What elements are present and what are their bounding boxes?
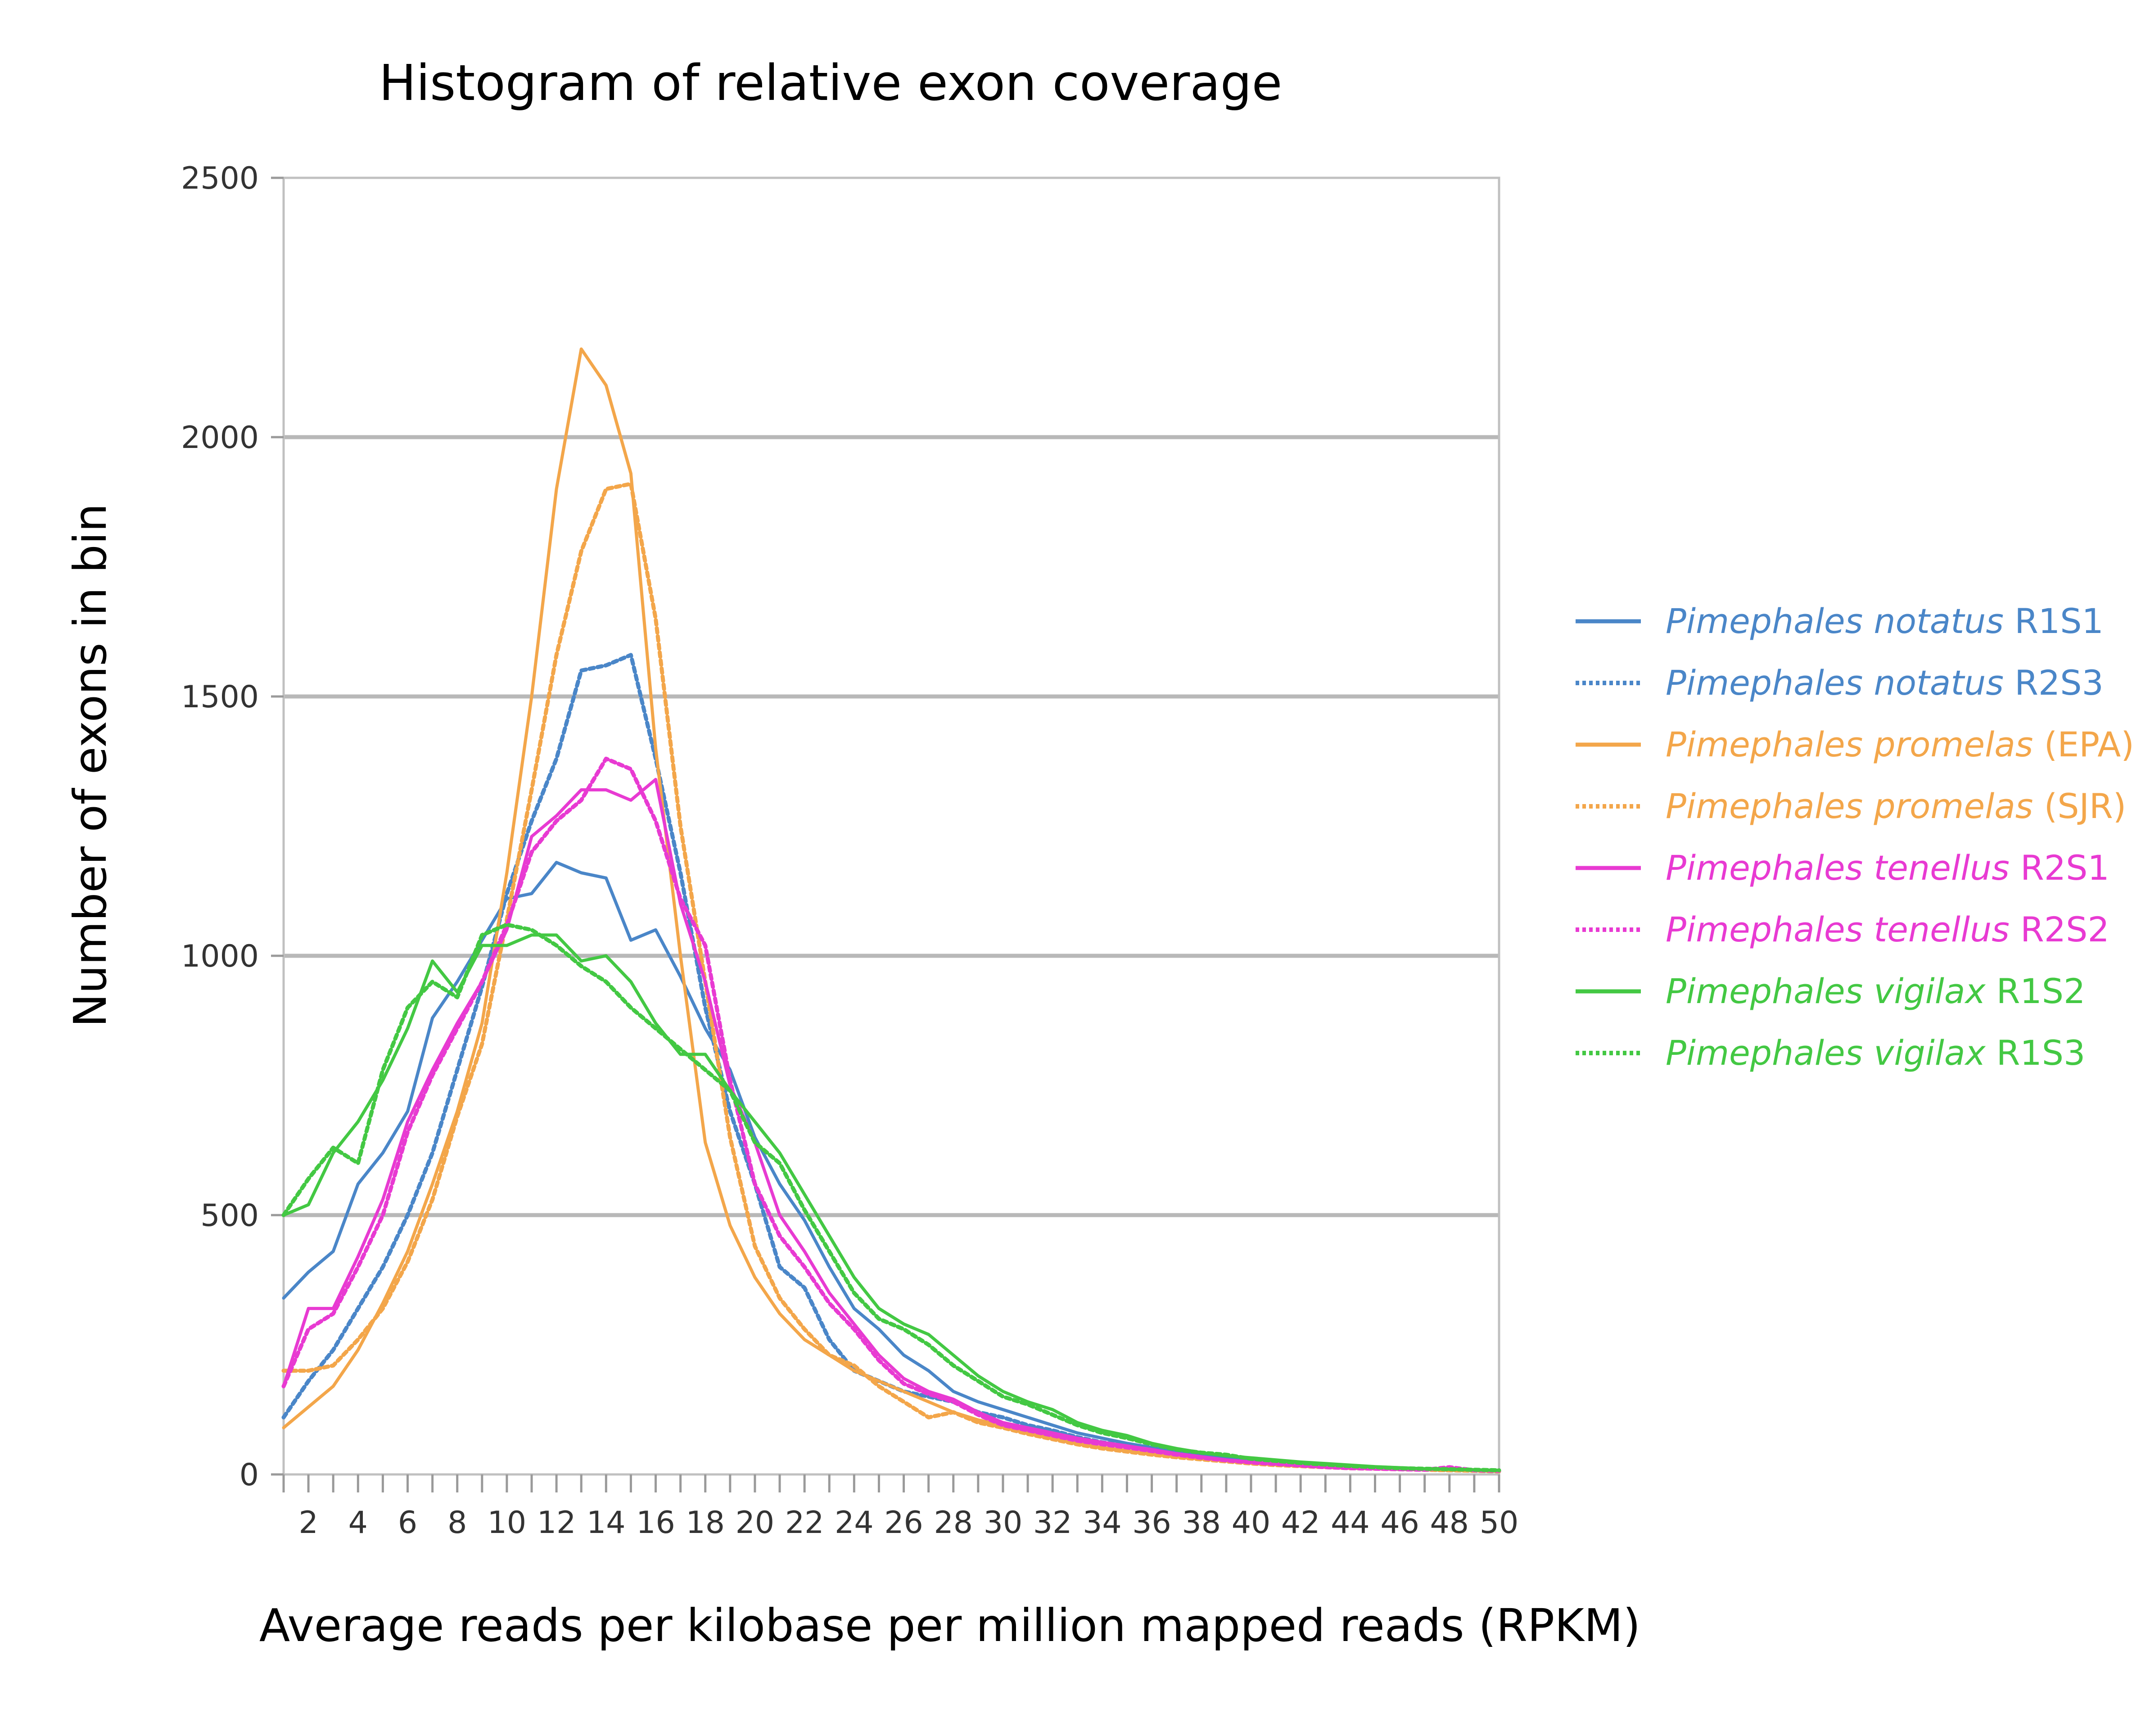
series-line-0 bbox=[282, 861, 1501, 1473]
x-tick-label: 44 bbox=[1331, 1505, 1370, 1541]
legend-item: Pimephales tenellus R2S1 bbox=[1666, 848, 2109, 888]
y-tick-label: 2500 bbox=[181, 161, 259, 196]
legend-item: Pimephales promelas (SJR) bbox=[1666, 786, 2126, 826]
series-line-5 bbox=[281, 756, 1501, 1473]
x-tick-labels: 2 4 6 8 10 12 14 16 18 20 22 24 26 28 30 32 34 36 38 40 42 44… bbox=[298, 1505, 1518, 1541]
legend: Pimephales notatus R1S1 Pimephales notatu… bbox=[1576, 601, 2132, 1073]
x-axis-label: Average reads per kilobase per million m… bbox=[259, 1599, 1640, 1652]
x-tick-label: 46 bbox=[1380, 1505, 1419, 1541]
x-tick-label: 48 bbox=[1430, 1505, 1469, 1541]
y-tick-label: 0 bbox=[239, 1457, 259, 1493]
x-tick-label: 10 bbox=[488, 1505, 527, 1541]
x-tick-label: 18 bbox=[686, 1505, 725, 1541]
legend-item: Pimephales notatus R2S3 bbox=[1666, 663, 2104, 703]
legend-item: Pimephales vigilax R1S3 bbox=[1666, 1033, 2085, 1073]
x-tick-label: 32 bbox=[1033, 1505, 1072, 1541]
x-tick-label: 12 bbox=[537, 1505, 576, 1541]
x-tick-label: 50 bbox=[1480, 1505, 1519, 1541]
x-tick-label: 40 bbox=[1232, 1505, 1271, 1541]
x-tick-label: 14 bbox=[587, 1505, 626, 1541]
y-tick-labels: 0 500 1000 1500 2000 2500 bbox=[181, 161, 259, 1493]
y-axis-label: Number of exons in bin bbox=[64, 503, 117, 1027]
axis-ticks bbox=[271, 176, 1500, 1492]
x-tick-label: 34 bbox=[1083, 1505, 1122, 1541]
series-line-4 bbox=[282, 778, 1501, 1473]
x-tick-label: 6 bbox=[398, 1505, 417, 1541]
x-tick-label: 24 bbox=[835, 1505, 874, 1541]
x-tick-label: 2 bbox=[298, 1505, 318, 1541]
y-tick-label: 1000 bbox=[181, 939, 259, 974]
y-tick-label: 2000 bbox=[181, 420, 259, 456]
legend-item: Pimephales vigilax R1S2 bbox=[1666, 971, 2085, 1011]
x-tick-label: 26 bbox=[884, 1505, 923, 1541]
y-tick-label: 500 bbox=[200, 1198, 259, 1234]
x-tick-label: 20 bbox=[736, 1505, 775, 1541]
y-tick-label: 1500 bbox=[181, 679, 259, 715]
x-tick-label: 4 bbox=[348, 1505, 368, 1541]
series-line-7 bbox=[281, 922, 1501, 1473]
series-line-1 bbox=[281, 653, 1501, 1474]
plot-frame bbox=[282, 176, 1500, 1476]
x-tick-label: 36 bbox=[1132, 1505, 1171, 1541]
legend-item: Pimephales promelas (EPA) bbox=[1666, 724, 2132, 764]
series-line-2 bbox=[282, 347, 1501, 1473]
series-line-6 bbox=[282, 933, 1501, 1472]
gridlines bbox=[284, 435, 1499, 1217]
x-tick-label: 8 bbox=[447, 1505, 467, 1541]
legend-item: Pimephales notatus R1S1 bbox=[1666, 601, 2104, 641]
series-lines bbox=[281, 347, 1501, 1474]
chart-title: Histogram of relative exon coverage bbox=[379, 54, 1283, 112]
x-tick-label: 30 bbox=[984, 1505, 1023, 1541]
legend-item: Pimephales tenellus R2S2 bbox=[1666, 909, 2109, 949]
x-tick-label: 38 bbox=[1182, 1505, 1221, 1541]
x-tick-label: 42 bbox=[1281, 1505, 1320, 1541]
x-tick-label: 28 bbox=[934, 1505, 973, 1541]
x-tick-label: 22 bbox=[785, 1505, 824, 1541]
x-tick-label: 16 bbox=[636, 1505, 675, 1541]
